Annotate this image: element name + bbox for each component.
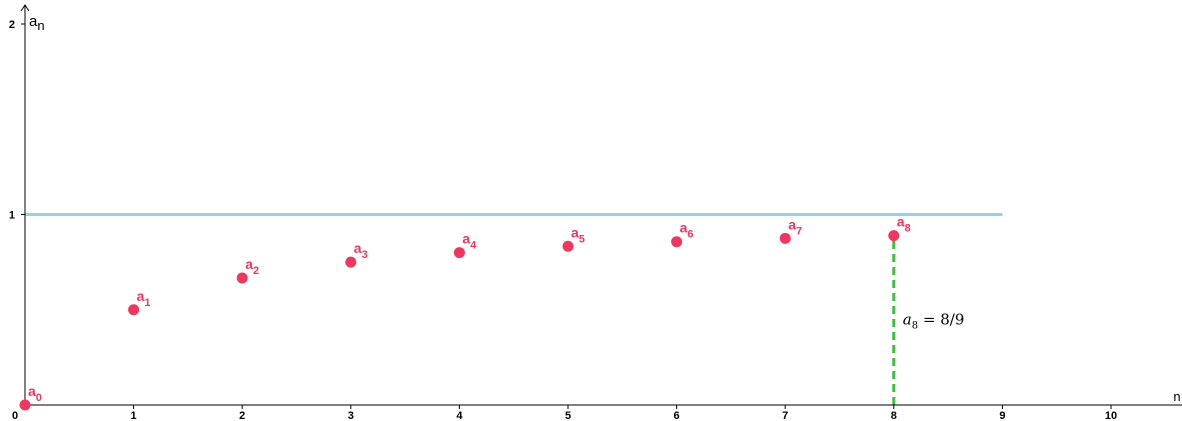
x-tick-label-4: 4 [456, 410, 463, 421]
point-label-a0: a0 [28, 383, 42, 404]
x-tick-label-2: 2 [239, 410, 245, 421]
point-a2 [236, 272, 248, 284]
point-a1 [128, 304, 140, 316]
y-axis-label: an [29, 13, 45, 33]
x-tick-label-3: 3 [348, 410, 354, 421]
point-a6 [671, 236, 683, 248]
point-label-a4: a4 [462, 231, 477, 252]
point-label-a7: a7 [788, 216, 802, 237]
point-label-a8: a8 [897, 214, 911, 235]
point-label-a3: a3 [354, 240, 368, 261]
x-tick-label-8: 8 [891, 410, 897, 421]
point-a0 [19, 399, 31, 411]
point-labels: a0 a1 a2 a3 a4 a5 a6 a7 a8 [28, 214, 911, 404]
point-a7 [779, 232, 791, 244]
point-a4 [453, 247, 465, 259]
y-tick-label-1: 1 [9, 210, 15, 222]
x-tick-label-1: 1 [131, 410, 137, 421]
point-label-a2: a2 [245, 256, 259, 277]
annotation-a8-value: a8 = 8/9 [903, 310, 965, 331]
data-points [19, 230, 900, 411]
x-tick-label-0: 0 [12, 410, 18, 421]
x-tick-label-6: 6 [674, 410, 680, 421]
x-tick-label-5: 5 [565, 410, 571, 421]
point-a3 [345, 256, 357, 268]
x-axis-label: n [1173, 389, 1180, 404]
y-axis-arrow [20, 4, 30, 12]
reference-lines [25, 213, 1003, 405]
point-label-a1: a1 [137, 288, 151, 309]
point-label-a6: a6 [680, 220, 694, 241]
y-tick-label-2: 2 [9, 19, 15, 31]
annotation: a8 = 8/9 [903, 310, 965, 331]
point-a5 [562, 240, 574, 252]
point-label-a5: a5 [571, 224, 585, 245]
axes: 0 1 2 3 4 5 6 7 8 9 10 1 2 n an [9, 4, 1182, 421]
x-tick-label-10: 10 [1105, 410, 1117, 421]
x-tick-label-9: 9 [999, 410, 1005, 421]
x-tick-label-7: 7 [782, 410, 788, 421]
point-a8 [888, 230, 900, 242]
